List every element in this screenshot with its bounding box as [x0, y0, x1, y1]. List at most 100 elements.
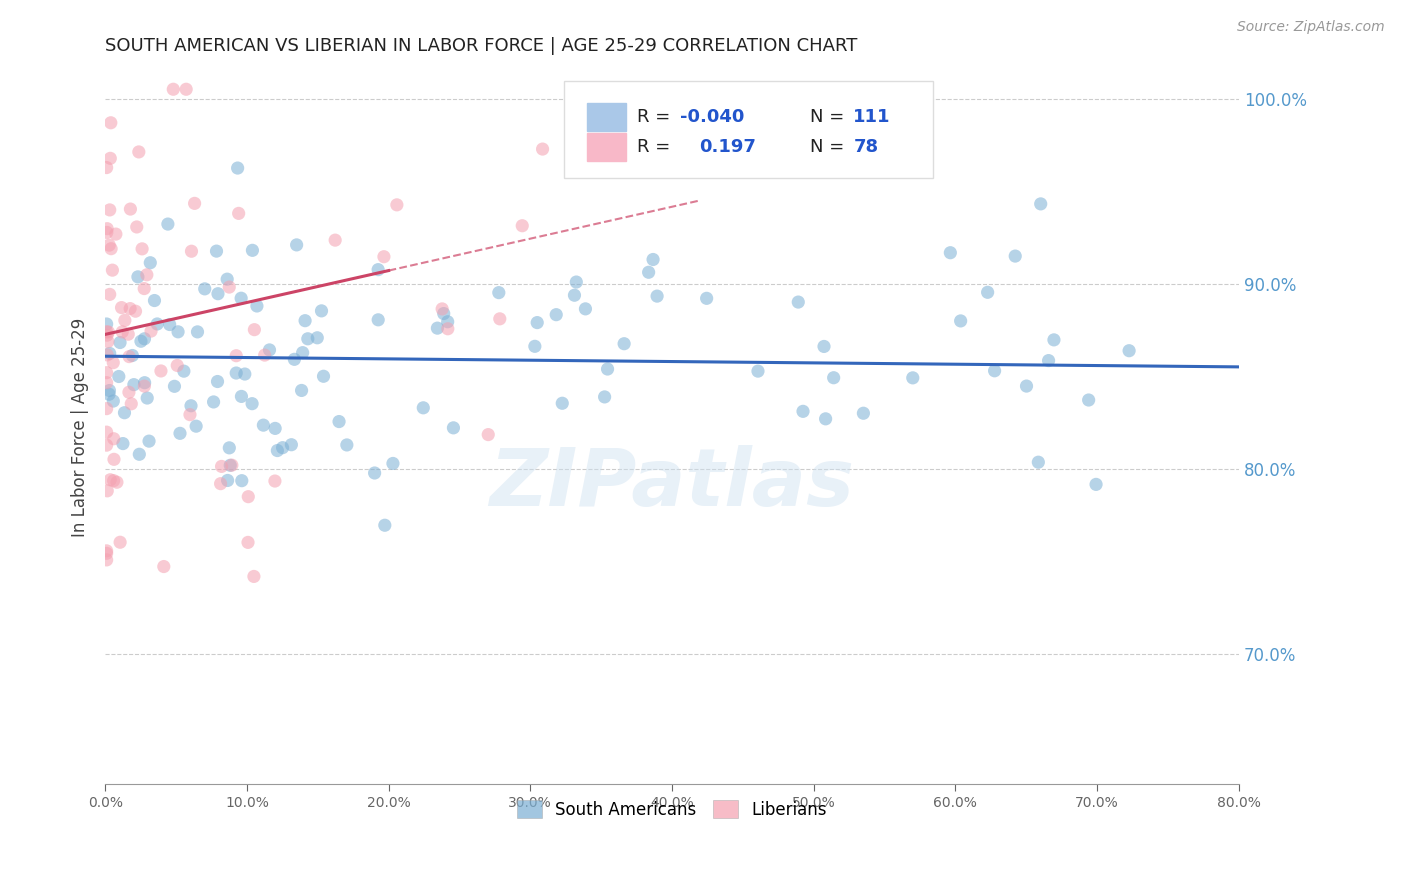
- Point: [180, 399, 202, 413]
- Point: [162, 82, 184, 96]
- Point: [385, 198, 408, 212]
- Point: [271, 441, 294, 455]
- Y-axis label: In Labor Force | Age 25-29: In Labor Force | Age 25-29: [72, 318, 89, 537]
- Point: [225, 366, 247, 380]
- Text: Source: ZipAtlas.com: Source: ZipAtlas.com: [1237, 20, 1385, 34]
- Point: [218, 280, 240, 294]
- Point: [291, 345, 314, 359]
- Point: [96, 325, 118, 339]
- Point: [108, 335, 131, 350]
- Point: [111, 325, 134, 339]
- Point: [488, 285, 510, 300]
- Point: [96, 226, 118, 240]
- Point: [156, 217, 179, 231]
- Text: ZIPatlas: ZIPatlas: [489, 445, 855, 524]
- Point: [901, 371, 924, 385]
- Point: [169, 426, 191, 441]
- Point: [166, 359, 188, 373]
- Point: [433, 307, 456, 321]
- Point: [787, 295, 810, 310]
- Point: [637, 265, 659, 279]
- Point: [613, 336, 636, 351]
- Point: [159, 318, 181, 332]
- Point: [488, 311, 510, 326]
- Text: 78: 78: [853, 138, 879, 156]
- Point: [96, 553, 118, 567]
- Point: [163, 379, 186, 393]
- Point: [103, 474, 125, 488]
- Point: [105, 475, 128, 490]
- Point: [565, 275, 588, 289]
- Point: [136, 391, 159, 405]
- Point: [96, 401, 118, 416]
- Point: [814, 412, 837, 426]
- Point: [96, 366, 118, 380]
- Point: [211, 459, 233, 474]
- Point: [949, 314, 972, 328]
- Point: [120, 301, 142, 316]
- Point: [100, 116, 122, 130]
- Point: [285, 238, 308, 252]
- Point: [983, 364, 1005, 378]
- Point: [243, 323, 266, 337]
- Point: [152, 559, 174, 574]
- Point: [120, 202, 142, 216]
- Point: [128, 447, 150, 461]
- Point: [412, 401, 434, 415]
- Point: [108, 535, 131, 549]
- Point: [312, 369, 335, 384]
- Point: [1015, 379, 1038, 393]
- Point: [139, 324, 162, 338]
- Point: [98, 202, 121, 217]
- Point: [219, 458, 242, 473]
- Point: [146, 317, 169, 331]
- Point: [96, 438, 118, 452]
- Point: [381, 457, 404, 471]
- Point: [114, 406, 136, 420]
- FancyBboxPatch shape: [586, 103, 626, 131]
- Point: [436, 315, 458, 329]
- Point: [593, 390, 616, 404]
- Point: [186, 325, 208, 339]
- Text: N =: N =: [810, 138, 851, 156]
- Point: [122, 377, 145, 392]
- Point: [328, 415, 350, 429]
- Point: [96, 348, 118, 362]
- Point: [1028, 455, 1050, 469]
- Point: [290, 384, 312, 398]
- Point: [103, 452, 125, 467]
- Point: [174, 82, 197, 96]
- Point: [180, 244, 202, 259]
- Point: [546, 308, 568, 322]
- Point: [641, 252, 664, 267]
- Text: R =: R =: [637, 138, 676, 156]
- Point: [225, 349, 247, 363]
- Legend: South Americans, Liberians: South Americans, Liberians: [510, 794, 834, 825]
- Point: [231, 291, 253, 305]
- Point: [194, 282, 217, 296]
- Point: [101, 263, 124, 277]
- Point: [523, 339, 546, 353]
- Point: [131, 242, 153, 256]
- Point: [307, 331, 329, 345]
- Point: [1004, 249, 1026, 263]
- Point: [240, 397, 263, 411]
- Point: [252, 418, 274, 433]
- Point: [226, 161, 249, 175]
- Point: [97, 325, 120, 339]
- Point: [1029, 197, 1052, 211]
- Point: [217, 474, 239, 488]
- Point: [173, 364, 195, 378]
- Point: [236, 535, 259, 549]
- Point: [104, 227, 127, 241]
- Point: [1077, 392, 1099, 407]
- Point: [311, 304, 333, 318]
- Text: 111: 111: [853, 108, 891, 126]
- Point: [323, 233, 346, 247]
- Point: [139, 256, 162, 270]
- Point: [283, 352, 305, 367]
- Point: [128, 145, 150, 159]
- Point: [1043, 333, 1066, 347]
- Point: [336, 438, 359, 452]
- Point: [207, 286, 229, 301]
